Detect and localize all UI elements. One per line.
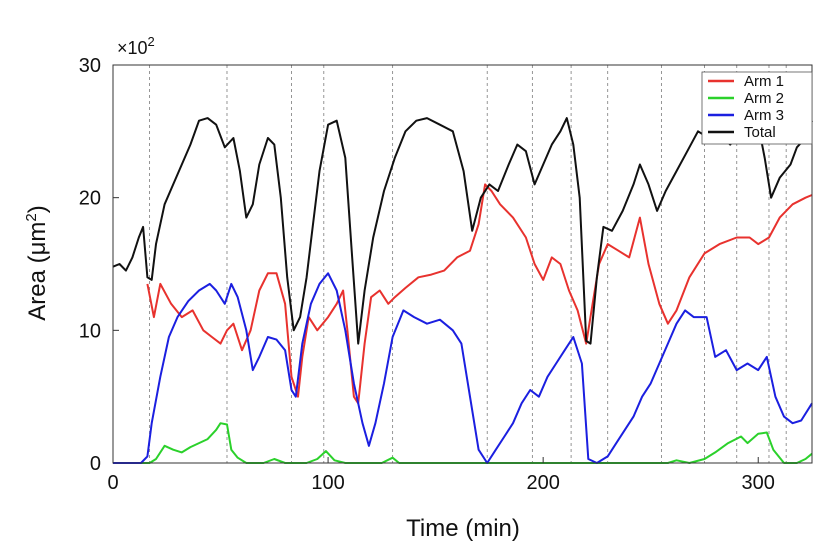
y-axis-multiplier: ×102: [117, 34, 155, 58]
legend-label: Arm 3: [744, 107, 784, 124]
y-tick-label: 0: [90, 453, 101, 475]
x-axis-title: Time (min): [406, 515, 520, 542]
series-line-total: [112, 117, 813, 345]
series-line-arm-1: [146, 183, 813, 405]
x-tick-label: 100: [311, 472, 344, 494]
y-tick-label: 10: [79, 320, 101, 342]
plot-frame: [112, 64, 813, 464]
x-tick-label: 200: [526, 472, 559, 494]
legend-label: Arm 2: [744, 90, 784, 107]
x-tick-label: 0: [107, 472, 118, 494]
y-axis-title: Area (μm2): [23, 205, 51, 321]
axis-ticks: 0 100 200 300 0 10 20 30: [79, 55, 775, 494]
y-tick-label: 30: [79, 55, 101, 77]
legend-label: Arm 1: [744, 73, 784, 90]
x-tick-label: 300: [742, 472, 775, 494]
legend-label: Total: [744, 124, 776, 141]
y-tick-label: 20: [79, 188, 101, 210]
series-lines: [112, 117, 813, 464]
series-line-arm-2: [113, 422, 813, 464]
vertical-event-lines: [149, 65, 787, 463]
series-line-arm-3: [113, 272, 813, 464]
